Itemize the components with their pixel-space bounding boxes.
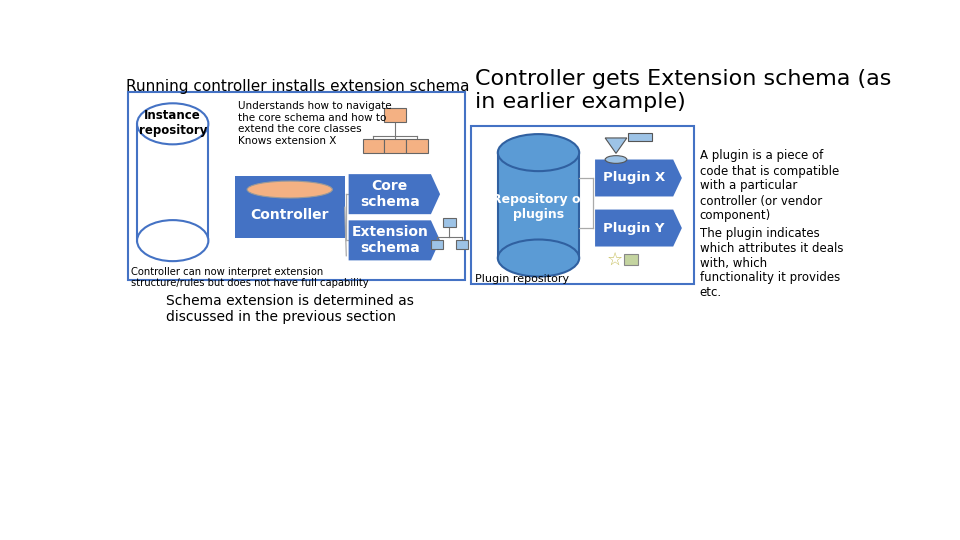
Text: Instance
repository: Instance repository <box>138 110 207 138</box>
Text: Plugin repository: Plugin repository <box>475 274 569 284</box>
Ellipse shape <box>137 220 208 261</box>
Text: Plugin Y: Plugin Y <box>604 221 665 234</box>
Bar <box>498 153 579 258</box>
FancyBboxPatch shape <box>384 108 406 122</box>
Text: Controller can now interpret extension
structure/rules but does not have full ca: Controller can now interpret extension s… <box>131 267 369 288</box>
FancyBboxPatch shape <box>406 139 427 153</box>
Text: Extension
schema: Extension schema <box>351 225 428 255</box>
FancyBboxPatch shape <box>363 139 384 153</box>
FancyBboxPatch shape <box>444 218 456 227</box>
Text: The plugin indicates
which attributes it deals
with, which
functionality it prov: The plugin indicates which attributes it… <box>700 226 843 300</box>
FancyBboxPatch shape <box>456 240 468 249</box>
Ellipse shape <box>498 240 579 276</box>
Bar <box>137 124 208 241</box>
Text: Schema extension is determined as
discussed in the previous section: Schema extension is determined as discus… <box>166 294 415 325</box>
Text: Running controller installs extension schema: Running controller installs extension sc… <box>127 79 470 93</box>
Ellipse shape <box>605 156 627 164</box>
Polygon shape <box>605 138 627 153</box>
FancyBboxPatch shape <box>431 240 444 249</box>
Text: Repository of
plugins: Repository of plugins <box>492 193 586 221</box>
Text: ☆: ☆ <box>607 251 622 268</box>
FancyBboxPatch shape <box>128 92 465 280</box>
Text: Core
schema: Core schema <box>360 179 420 210</box>
FancyBboxPatch shape <box>629 133 652 141</box>
Text: Understands how to navigate
the core schema and how to
extend the core classes
K: Understands how to navigate the core sch… <box>238 101 392 146</box>
Polygon shape <box>595 159 682 197</box>
Polygon shape <box>348 220 440 260</box>
FancyBboxPatch shape <box>234 177 345 238</box>
Text: Controller: Controller <box>251 208 329 222</box>
Polygon shape <box>595 210 682 247</box>
FancyBboxPatch shape <box>471 126 693 284</box>
Text: Plugin X: Plugin X <box>603 172 665 185</box>
Text: Controller gets Extension schema (as
in earlier example): Controller gets Extension schema (as in … <box>475 69 891 112</box>
FancyBboxPatch shape <box>624 254 637 265</box>
Ellipse shape <box>137 103 208 144</box>
Ellipse shape <box>498 134 579 171</box>
Text: A plugin is a piece of
code that is compatible
with a particular
controller (or : A plugin is a piece of code that is comp… <box>700 150 839 222</box>
Ellipse shape <box>247 181 332 198</box>
Polygon shape <box>348 174 440 214</box>
FancyBboxPatch shape <box>384 139 406 153</box>
